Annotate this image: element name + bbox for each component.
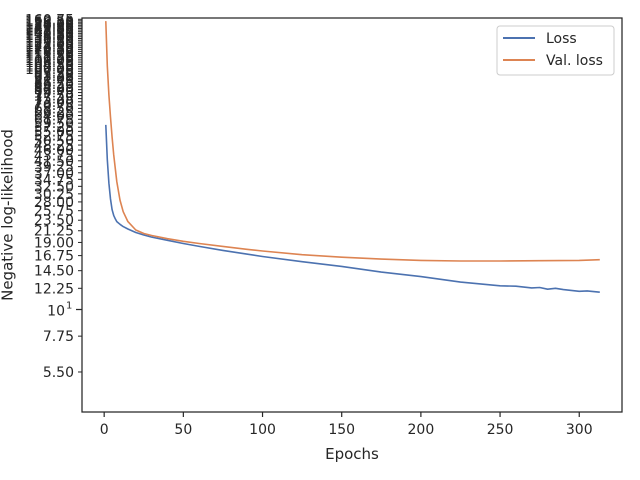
- y-axis-label: Negative log-likelihood: [0, 129, 17, 301]
- y-tick-label: 136.00: [25, 30, 74, 46]
- y-tick-label: 43.75: [34, 148, 74, 164]
- y-tick-label: 37.00: [34, 166, 74, 182]
- y-tick-label: 82.00: [34, 83, 74, 99]
- y-tick-label: 5.50: [43, 365, 74, 381]
- y-tick-label: 156.25: [25, 15, 74, 31]
- y-tick-label: 88.75: [34, 74, 74, 90]
- y-tick-label: 57.25: [34, 120, 74, 136]
- x-tick-label: 250: [487, 422, 514, 438]
- y-tick-label: 142.75: [25, 25, 74, 41]
- y-tick-label: 111.25: [25, 51, 74, 67]
- y-tick-label: 84.25: [34, 80, 74, 96]
- y-tick-label: 79.75: [34, 86, 74, 102]
- y-tick-label: 34.75: [34, 172, 74, 188]
- y-tick-label: 28.00: [34, 195, 74, 211]
- y-tick-label: 14.50: [34, 264, 74, 280]
- x-tick-label: 100: [249, 422, 276, 438]
- y-tick-label: 118.00: [25, 45, 74, 61]
- y-tick-label: 77.50: [34, 89, 74, 105]
- y-tick-label: 66.25: [34, 105, 74, 121]
- y-tick-label: 129.25: [25, 35, 74, 51]
- y-tick-label: 7.75: [43, 329, 74, 345]
- x-tick-label: 300: [566, 422, 593, 438]
- y-tick-label: 151.75: [25, 18, 74, 34]
- y-major-tick-label: 10: [47, 304, 65, 320]
- y-tick-label: 106.75: [25, 55, 74, 71]
- y-tick-label: 127.00: [25, 37, 74, 53]
- x-axis-label: Epochs: [325, 445, 379, 463]
- y-tick-label: 93.25: [34, 69, 74, 85]
- y-tick-label: 100.00: [25, 62, 74, 78]
- y-tick-label: 140.50: [25, 26, 74, 42]
- legend-label-val-loss: Val. loss: [546, 53, 603, 69]
- y-tick-label: 147.25: [25, 21, 74, 37]
- y-tick-label: 19.00: [34, 235, 74, 251]
- x-tick-label: 0: [100, 422, 109, 438]
- y-tick-label: 61.75: [34, 112, 74, 128]
- y-tick-label: 55.00: [34, 124, 74, 140]
- y-tick-label: 160.75: [25, 12, 74, 28]
- y-tick-label: 70.75: [34, 98, 74, 114]
- y-tick-label: 104.50: [25, 57, 74, 73]
- y-tick-label: 32.50: [34, 179, 74, 195]
- y-tick-label: 102.25: [25, 60, 74, 76]
- y-tick-label: 131.50: [25, 33, 74, 49]
- y-major-tick-exponent: 1: [66, 301, 72, 312]
- y-tick-label: 120.25: [25, 43, 74, 59]
- y-tick-label: 138.25: [25, 28, 74, 44]
- plot-area: [82, 18, 622, 412]
- y-tick-label: 73.00: [34, 95, 74, 111]
- y-tick-label: 115.75: [25, 47, 74, 63]
- series-line-0: [105, 124, 600, 293]
- series-line-1: [105, 21, 600, 262]
- y-tick-label: 23.50: [34, 213, 74, 229]
- x-tick-label: 150: [328, 422, 355, 438]
- plot-frame: [81, 17, 623, 413]
- y-tick-label: 12.25: [34, 281, 74, 297]
- y-tick-label: 149.50: [25, 20, 74, 36]
- y-tick-label: 64.00: [34, 109, 74, 125]
- y-tick-label: 113.50: [25, 49, 74, 65]
- y-tick-label: 154.00: [25, 17, 74, 33]
- y-tick-label: 48.25: [34, 138, 74, 154]
- y-tick-label: 97.75: [34, 64, 74, 80]
- y-tick-label: 124.75: [25, 39, 74, 55]
- y-tick-label: 75.25: [34, 92, 74, 108]
- series-layer: [105, 21, 600, 293]
- y-tick-label: 46.00: [34, 143, 74, 159]
- x-tick-label: 200: [408, 422, 435, 438]
- y-tick-label: 86.50: [34, 77, 74, 93]
- y-tick-label: 133.75: [25, 32, 74, 48]
- y-tick-label: 122.50: [25, 41, 74, 57]
- y-tick-label: 95.50: [34, 67, 74, 83]
- x-tick-label: 50: [174, 422, 192, 438]
- x-axis: 0 50 100 150 200 250 300: [100, 412, 593, 438]
- y-tick-label: 91.00: [34, 72, 74, 88]
- legend-label-loss: Loss: [546, 31, 577, 47]
- y-tick-label: 68.50: [34, 101, 74, 117]
- legend: Loss Val. loss: [496, 25, 615, 76]
- y-tick-label: 16.75: [34, 249, 74, 265]
- y-tick-label: 109.00: [25, 53, 74, 69]
- y-tick-label: 50.50: [34, 133, 74, 149]
- y-tick-label: 59.50: [34, 116, 74, 132]
- y-tick-label: 158.50: [25, 14, 74, 30]
- y-tick-label: 21.25: [34, 224, 74, 240]
- y-tick-label: 41.50: [34, 154, 74, 170]
- y-tick-label: 30.25: [34, 187, 74, 203]
- y-tick-label: 52.75: [34, 129, 74, 145]
- y-tick-label: 145.00: [25, 23, 74, 39]
- y-axis: 5.50 7.75 12.2514.5016.7519.0021.2523.5025…: [25, 12, 82, 381]
- y-tick-label: 25.75: [34, 204, 74, 220]
- y-tick-label: 39.25: [34, 160, 74, 176]
